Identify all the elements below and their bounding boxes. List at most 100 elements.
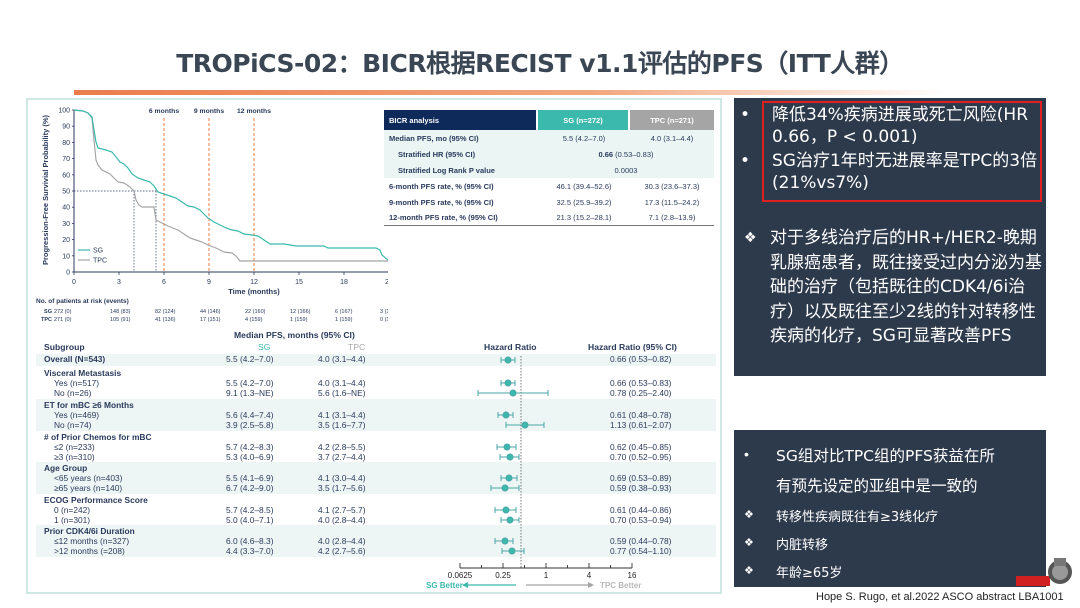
svg-text:272 (0): 272 (0) (54, 309, 72, 315)
bullet-icon: • (744, 446, 749, 462)
svg-text:12 (166): 12 (166) (290, 309, 311, 315)
svg-text:12: 12 (250, 279, 258, 286)
sg-better-label: SG Better (426, 581, 463, 590)
bicr-row-pvalue: Stratified Log Rank P value 0.0003 (384, 162, 714, 178)
forest-row: ≤12 months (n=327) 6.0 (4.6–8.3) 4.0 (2.8–… (54, 536, 672, 546)
svg-text:41 (136): 41 (136) (155, 317, 176, 323)
svg-text:271 (0): 271 (0) (54, 317, 72, 323)
slide-title: TROPiCS-02：BICR根据RECIST v1.1评估的PFS（ITT人群… (176, 49, 904, 78)
legend-tpc: TPC (93, 258, 107, 265)
svg-text:18: 18 (340, 279, 348, 286)
forest-col-subgroup: Subgroup (44, 342, 85, 352)
forest-row: Yes (n=469) 5.6 (4.4–7.4) 4.1 (3.1–4.4) 0.6… (54, 410, 672, 420)
bicr-analysis-table: BICR analysis SG (n=272) TPC (n=271) Med… (384, 110, 714, 226)
forest-row: ≥3 (n=310) 5.3 (4.0–6.9) 3.7 (2.7–4.4) 0.70… (54, 452, 672, 462)
svg-text:148 (83): 148 (83) (110, 309, 131, 315)
forest-row: >12 months (=208) 4.4 (3.3–7.0) 4.2 (2.7–5… (54, 546, 672, 556)
landmark-9mo: 9 months (194, 108, 224, 115)
svg-text:80: 80 (62, 140, 70, 147)
svg-text:0 (159): 0 (159) (380, 317, 388, 323)
forest-median-header: Median PFS, months (95% CI) (234, 330, 355, 340)
svg-text:1: 1 (544, 571, 549, 580)
bicr-row-9mo: 9-month PFS rate, % (95% CI) 32.5 (25.9–… (389, 197, 700, 207)
forest-row: Yes (n=517) 5.5 (4.2–7.0) 4.0 (3.1–4.4) 0.6… (54, 378, 672, 388)
asco-logo-icon (1016, 558, 1072, 586)
svg-text:4: 4 (587, 571, 592, 580)
svg-text:40: 40 (62, 205, 70, 212)
forest-row: ≤2 (n=233) 5.7 (4.2–8.3) 4.2 (2.8–5.5) 0.62… (54, 442, 672, 452)
svg-text:1 (159): 1 (159) (290, 317, 308, 323)
svg-text:0.25: 0.25 (495, 571, 511, 580)
svg-text:10: 10 (62, 253, 70, 260)
bicr-row-median: Median PFS, mo (95% CI) 5.5 (4.2–7.0) 4.… (384, 130, 714, 146)
svg-text:20: 20 (62, 237, 70, 244)
highlight-frame (762, 101, 1042, 202)
finding-item: • 降低34%疾病进展或死亡风险(HR 0.66，P < 0.001) (740, 105, 1029, 147)
legend-sg: SG (93, 248, 103, 255)
forest-group-header: # of Prior Chemos for mBC (44, 432, 152, 442)
forest-plot-graphic: 0.0625 0.25 1 4 16 SG Better TPC Better (426, 356, 641, 590)
svg-text:15: 15 (295, 279, 303, 286)
forest-row: <65 years (n=403) 5.5 (4.1–6.9) 4.1 (3.0–4… (54, 473, 672, 483)
km-y-axis-label: Progression-Free Survivial Probability (… (41, 114, 50, 265)
svg-text:0: 0 (72, 279, 76, 286)
tpc-better-label: TPC Better (600, 581, 641, 590)
svg-text:21: 21 (385, 279, 388, 286)
diamond-bullet-icon: ❖ (744, 230, 757, 246)
svg-text:30: 30 (62, 221, 70, 228)
svg-text:16: 16 (628, 571, 637, 580)
landmark-12mo: 12 months (237, 108, 271, 115)
svg-text:60: 60 (62, 172, 70, 179)
forest-row: 1 (n=301) 5.0 (4.0–7.1) 4.0 (2.8–4.4) 0.70 … (54, 515, 672, 525)
diamond-bullet-icon: ❖ (744, 565, 754, 577)
svg-text:3: 3 (117, 279, 121, 286)
forest-row: No (n=74) 3.9 (2.5–5.8) 3.5 (1.6–7.7) 1.13 … (54, 420, 672, 430)
forest-col-tpc: TPC (348, 342, 366, 352)
forest-row: 0 (n=242) 5.7 (4.2–8.5) 4.1 (2.7–5.7) 0.61 … (54, 505, 672, 515)
forest-group-header: ET for mBC ≥6 Months (44, 400, 134, 410)
bicr-row-hr: Stratified HR (95% CI) 0.66 (0.53–0.83) (384, 146, 714, 162)
svg-text:50: 50 (62, 189, 70, 196)
svg-text:6 (167): 6 (167) (335, 309, 353, 315)
svg-text:100: 100 (58, 108, 70, 115)
km-curve-chart: Progression-Free Survivial Probability (… (36, 108, 388, 323)
svg-text:0.0625: 0.0625 (448, 571, 473, 580)
svg-text:3 (169): 3 (169) (380, 309, 388, 315)
forest-group-header: Age Group (44, 463, 88, 473)
svg-text:1 (159): 1 (159) (335, 317, 353, 323)
svg-text:6: 6 (162, 279, 166, 286)
figure-panel: Progression-Free Survivial Probability (… (26, 98, 722, 594)
forest-row: ≥65 years (n=140) 6.7 (4.2–9.0) 3.5 (1.7–5… (54, 483, 672, 493)
diamond-bullet-icon: ❖ (744, 537, 754, 549)
bicr-row-6mo: 6-month PFS rate, % (95% CI) 46.1 (39.4–… (389, 181, 700, 191)
bullet-icon: • (740, 151, 751, 171)
bicr-row-12mo: 12-month PFS rate, % (95% CI) 21.3 (15.2… (384, 210, 714, 226)
finding-item: • SG治疗1年时无进展率是TPC的3倍(21%vs7%) (740, 151, 1038, 193)
svg-text:9: 9 (207, 279, 211, 286)
diamond-bullet-icon: ❖ (744, 509, 754, 521)
forest-row: No (n=26) 9.1 (1.3–NE) 5.6 (1.6–NE) 0.78 (0… (54, 388, 672, 398)
svg-text:105 (91): 105 (91) (110, 317, 131, 323)
forest-group-header: Visceral Metastasis (44, 368, 122, 378)
forest-group-header: ECOG Performance Score (44, 495, 148, 505)
key-findings-box: • 降低34%疾病进展或死亡风险(HR 0.66，P < 0.001) • SG… (734, 98, 1046, 376)
tpc-curve (73, 109, 388, 262)
svg-text:4 (159): 4 (159) (245, 317, 263, 323)
citation: Hope S. Rugo, et al.2022 ASCO abstract L… (816, 591, 1064, 603)
bicr-header-row: BICR analysis SG (n=272) TPC (n=271) (384, 110, 714, 130)
svg-text:90: 90 (62, 124, 70, 131)
svg-text:82 (124): 82 (124) (155, 309, 176, 315)
km-x-axis-label: Time (months) (228, 287, 280, 296)
svg-text:TPC: TPC (41, 317, 52, 323)
forest-col-hr-plot: Hazard Ratio (484, 342, 537, 352)
svg-text:SG: SG (44, 309, 52, 315)
at-risk-title: No. of patients at risk (events) (36, 298, 129, 305)
sg-curve (73, 109, 388, 261)
subgroup-summary-box: • SG组对比TPC组的PFS获益在所 有预先设定的亚组中是一致的 ❖ 转移性疾… (734, 430, 1046, 587)
svg-text:70: 70 (62, 156, 70, 163)
title-underline (74, 90, 944, 95)
forest-plot: Median PFS, months (95% CI) Subgroup SG … (28, 326, 720, 594)
forest-group-header: Prior CDK4/6i Duration (44, 526, 135, 536)
forest-col-hr: Hazard Ratio (95% CI) (588, 342, 677, 352)
svg-text:22 (160): 22 (160) (245, 309, 266, 315)
